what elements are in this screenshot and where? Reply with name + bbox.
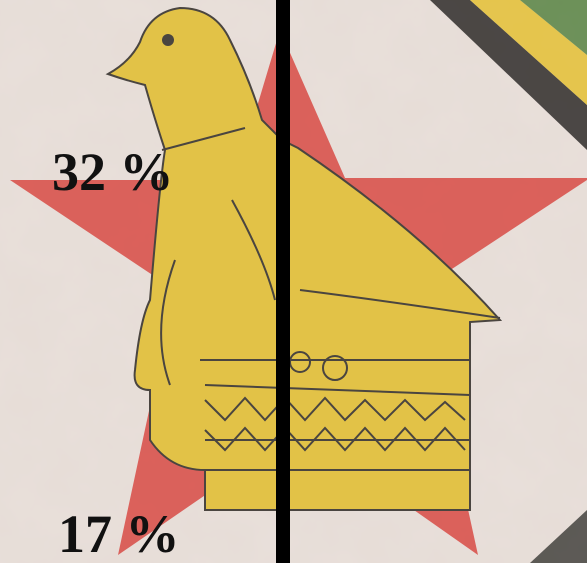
bottom-percentage: 17 %: [58, 504, 180, 563]
scene: 32 % 17 %: [0, 0, 587, 563]
divider: [276, 0, 290, 563]
top-percentage: 32 %: [52, 142, 174, 202]
